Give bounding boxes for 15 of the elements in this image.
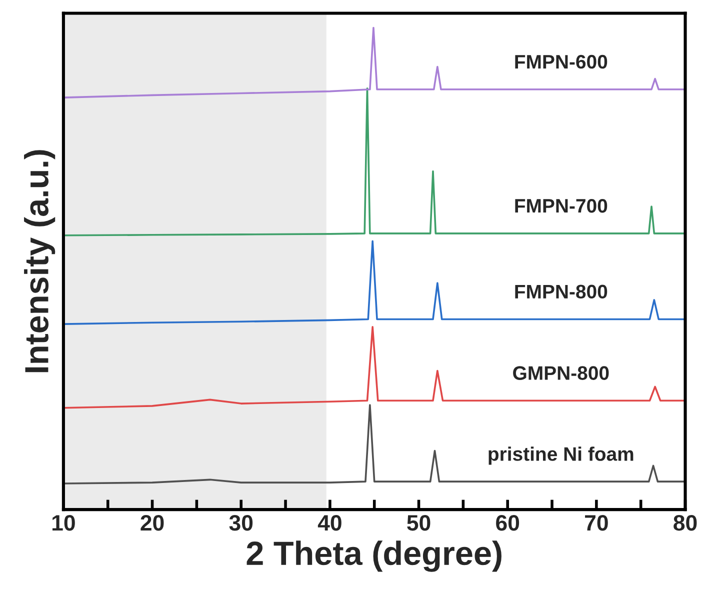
x-tick-label: 60 [496, 514, 520, 531]
series-label: pristine Ni foam [488, 446, 634, 465]
series-label: FMPN-700 [515, 198, 608, 213]
x-tick-label: 10 [52, 514, 75, 531]
x-axis-title: 2 Theta (degree) [246, 540, 502, 572]
series-label: FMPN-600 [515, 54, 608, 69]
series-label: FMPN-800 [515, 284, 608, 299]
x-tick-label: 50 [407, 514, 430, 531]
series-label: GMPN-800 [513, 366, 609, 380]
x-tick-label: 70 [585, 514, 608, 531]
x-tick-label: 30 [229, 514, 253, 531]
x-tick-label: 20 [140, 514, 164, 531]
x-tick-label: 80 [674, 514, 697, 531]
x-tick-label: 40 [318, 514, 342, 531]
y-axis-title: Intensity (a.u.) [24, 150, 56, 372]
